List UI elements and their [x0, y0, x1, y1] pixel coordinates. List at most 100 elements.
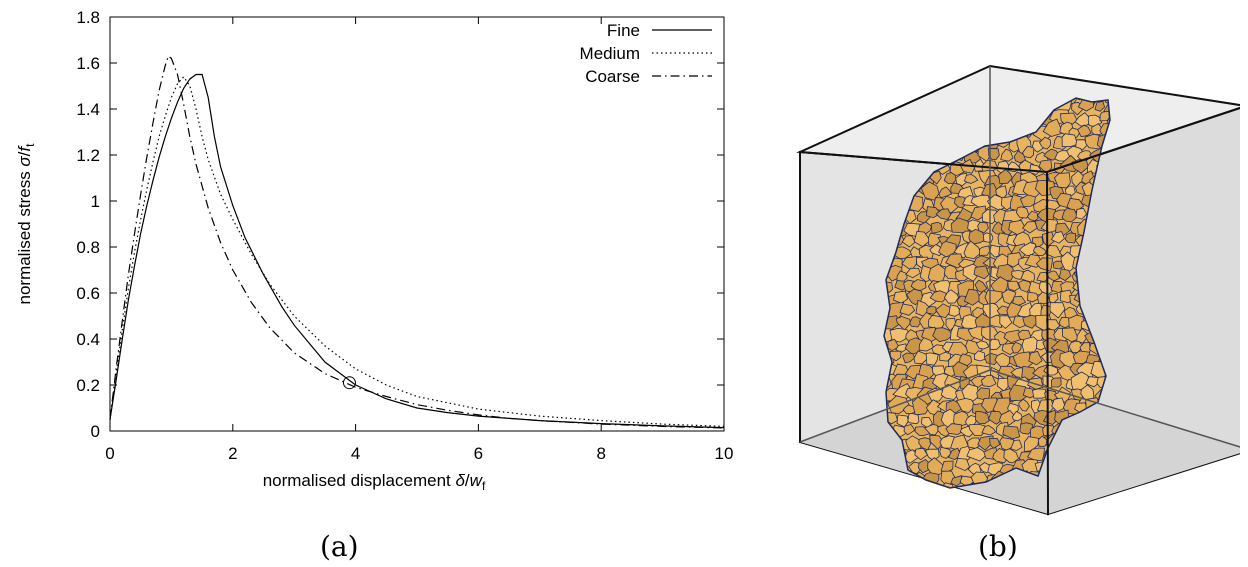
- crack-cell: [1061, 133, 1078, 147]
- crack-cell: [1003, 329, 1023, 344]
- caption-b: (b): [978, 530, 1018, 563]
- crack-cell: [924, 424, 940, 436]
- crack-cell: [907, 412, 920, 425]
- crack-cell: [996, 264, 1015, 282]
- x-tick-label: 4: [351, 444, 360, 463]
- x-axis-label-text: normalised displacement: [263, 471, 456, 490]
- box-edge-hidden-bottom-left: [799, 369, 991, 443]
- x-axis-label-slash: /: [465, 471, 470, 490]
- crack-cell: [909, 316, 922, 328]
- crack-cell: [950, 475, 963, 487]
- crack-cell: [929, 434, 944, 451]
- crack-cell: [954, 457, 970, 472]
- crack-cell: [1000, 148, 1014, 162]
- crack-cell: [935, 208, 952, 220]
- crack-cell: [1022, 145, 1035, 159]
- crack-cell: [978, 245, 991, 256]
- crack-cell: [1084, 133, 1102, 150]
- crack-cell: [884, 472, 894, 487]
- crack-cell: [1011, 341, 1022, 354]
- box-front-edges: [799, 66, 1240, 515]
- crack-cell: [1094, 100, 1106, 112]
- crack-cell: [1028, 350, 1043, 366]
- crack-cell: [931, 221, 943, 234]
- crack-cell: [961, 383, 980, 402]
- crack-cell: [1027, 291, 1040, 303]
- crack-cell: [1035, 257, 1054, 272]
- y-tick-label: 1.8: [76, 8, 100, 27]
- crack-cell: [1038, 136, 1052, 150]
- crack-cell: [1075, 139, 1089, 151]
- crack-cell: [927, 457, 947, 477]
- crack-cell: [1099, 110, 1110, 122]
- y-tick-label: 0: [91, 422, 100, 441]
- crack-cell: [1010, 439, 1023, 452]
- crack-cell: [973, 265, 990, 280]
- crack-cell: [943, 172, 957, 185]
- crack-cell: [929, 290, 947, 303]
- crack-cell: [968, 423, 986, 437]
- crack-cell: [945, 317, 957, 332]
- crack-cell: [918, 437, 931, 451]
- crack-cell: [1042, 118, 1064, 137]
- crack-cell: [866, 92, 879, 104]
- x-axis-ticks: 0 2 4 6 8 10: [105, 17, 733, 463]
- x-axis-label-w: w: [470, 471, 484, 490]
- crack-cell: [968, 228, 987, 245]
- crack-cell: [980, 374, 997, 388]
- y-axis-label-text: normalised stress: [15, 167, 34, 305]
- crack-cell: [1041, 231, 1056, 248]
- crack-cell: [914, 447, 928, 461]
- crack-cell: [1022, 314, 1038, 329]
- crack-cell: [988, 338, 1001, 351]
- crack-cell: [943, 264, 960, 280]
- crack-cell: [1075, 207, 1088, 220]
- x-tick-label: 0: [105, 444, 114, 463]
- crack-cell: [1061, 327, 1079, 343]
- crack-cell: [939, 351, 952, 362]
- crack-cell: [1064, 232, 1077, 244]
- crack-cell: [953, 196, 968, 209]
- crack-cell: [902, 352, 916, 364]
- crack-cell: [887, 338, 900, 352]
- crack-cell: [1007, 280, 1021, 292]
- crack-cell: [963, 173, 979, 184]
- box-edge-top-front: [799, 151, 1048, 173]
- crack-cell: [896, 482, 916, 488]
- crack-cell: [1076, 327, 1088, 344]
- y-tick-label: 1.2: [76, 146, 100, 165]
- crack-cell: [948, 304, 962, 317]
- crack-cell: [943, 289, 960, 304]
- crack-cell: [926, 306, 937, 315]
- crack-cell: [1105, 114, 1110, 131]
- crack-surface-3d-view: [796, 64, 1240, 516]
- crack-cell: [981, 424, 997, 436]
- y-axis-label-slash: /: [15, 151, 34, 156]
- caption-a: (a): [320, 530, 359, 563]
- crack-cell: [884, 486, 899, 488]
- crack-cell: [905, 267, 921, 279]
- crack-cell: [912, 396, 930, 416]
- crack-cell: [1001, 289, 1017, 305]
- y-tick-label: 0.2: [76, 376, 100, 395]
- crack-cell: [905, 484, 924, 488]
- crack-cell: [1018, 398, 1030, 412]
- stress-displacement-chart: 0 2 4 6 8 10 0 0.2 0.4 0.6 0.8 1 1.2 1.4 1.6 1.8 norma…: [15, 8, 733, 493]
- y-axis-ticks: 0 0.2 0.4 0.6 0.8 1 1.2 1.4 1.6 1.8: [76, 8, 724, 441]
- series-layer: [109, 55, 725, 429]
- crack-cell: [977, 221, 989, 234]
- crack-cell: [955, 172, 969, 187]
- marker-circle: [342, 376, 356, 390]
- legend-label-medium: Medium: [580, 44, 640, 63]
- crack-cell: [1050, 377, 1062, 388]
- crack-cell: [1042, 424, 1056, 437]
- box-edge-hidden-bottom-right: [989, 369, 1240, 448]
- crack-cell: [1027, 447, 1045, 462]
- crack-cell: [913, 230, 931, 248]
- y-axis-label-symbol: σ: [15, 156, 34, 167]
- crack-cell: [925, 352, 939, 366]
- crack-cell: [1059, 289, 1074, 304]
- crack-cell: [955, 397, 976, 414]
- y-axis-label-f: f: [15, 145, 34, 152]
- crack-cell: [1032, 388, 1047, 399]
